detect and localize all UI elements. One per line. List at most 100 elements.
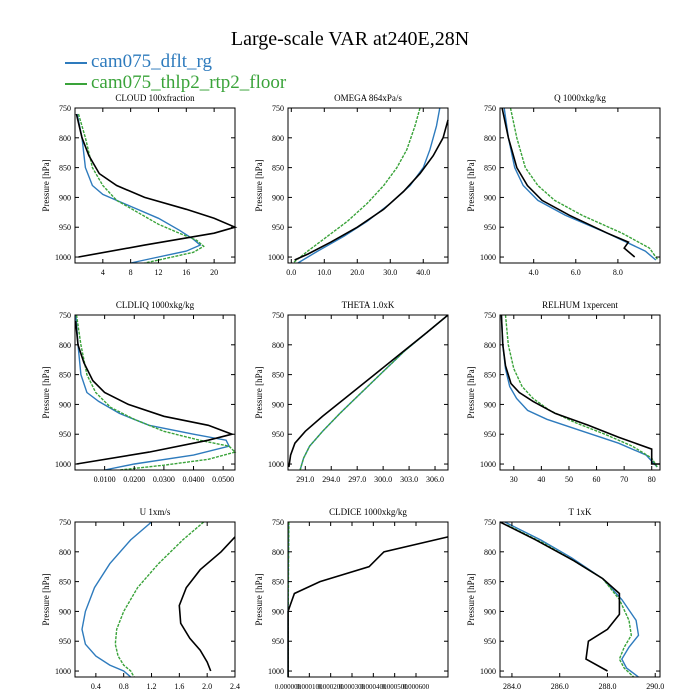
y-tick-label: 800 [484, 341, 496, 350]
legend-line-dflt [65, 61, 87, 64]
y-axis-label: Pressure [hPa] [41, 159, 51, 211]
series-line-3 [178, 536, 236, 672]
panel-title: U 1xm/s [140, 507, 171, 517]
plot-frame [287, 314, 449, 471]
legend-label-dflt: cam075_dflt_rg [91, 51, 213, 72]
y-tick-label: 850 [59, 578, 71, 587]
y-axis-label: Pressure [hPa] [254, 159, 264, 211]
x-tick-label: 0.000300 [339, 683, 366, 691]
y-tick-label: 800 [272, 548, 284, 557]
y-tick-label: 950 [272, 637, 284, 646]
x-tick-label: 16 [182, 268, 190, 277]
y-tick-label: 850 [484, 371, 496, 380]
y-tick-label: 850 [484, 578, 496, 587]
y-tick-label: 750 [59, 311, 71, 320]
y-tick-label: 1000 [480, 253, 496, 262]
x-tick-label: 288.0 [598, 682, 616, 691]
series-line-1 [81, 521, 152, 678]
x-tick-label: 0.0400 [183, 475, 205, 484]
y-tick-label: 850 [59, 164, 71, 173]
panel-title: CLOUD 100xfraction [115, 93, 195, 103]
x-tick-label: 0.0500 [212, 475, 234, 484]
legend-line-thlp2 [65, 82, 87, 85]
plot-frame [287, 107, 449, 264]
series-line-1 [297, 107, 441, 264]
y-tick-label: 900 [272, 607, 284, 616]
y-axis-label: Pressure [hPa] [41, 366, 51, 418]
series-line-3 [75, 113, 238, 258]
y-tick-label: 1000 [268, 253, 284, 262]
series-line-2 [77, 113, 205, 264]
y-tick-label: 800 [272, 341, 284, 350]
y-tick-label: 900 [484, 607, 496, 616]
x-tick-label: 2.4 [230, 682, 240, 691]
plot-frame [499, 521, 661, 678]
y-tick-label: 800 [59, 341, 71, 350]
series-line-3 [500, 314, 660, 465]
series-line-2 [75, 314, 237, 471]
x-tick-label: 284.0 [503, 682, 521, 691]
panel-7: U 1xm/s 750 800 850 900 950 1000 Pressure [hPa]… [41, 507, 240, 691]
panel-title: RELHUM 1xpercent [542, 300, 618, 310]
y-tick-label: 900 [59, 400, 71, 409]
panel-9: T 1xK 750 800 850 900 950 1000 Pressure [hPa] 28… [466, 507, 664, 691]
y-tick-label: 800 [59, 548, 71, 557]
panel-title: Q 1000xkg/kg [554, 93, 606, 103]
figure-title: Large-scale VAR at240E,28N [230, 28, 470, 50]
series-line-3 [499, 521, 621, 672]
x-tick-label: 50 [565, 475, 573, 484]
y-tick-label: 750 [484, 311, 496, 320]
x-tick-label: 70 [620, 475, 628, 484]
series-line-2 [509, 107, 659, 261]
x-tick-label: 80 [648, 475, 656, 484]
y-tick-label: 950 [59, 430, 71, 439]
y-tick-label: 850 [272, 371, 284, 380]
y-tick-label: 900 [484, 400, 496, 409]
y-tick-label: 800 [484, 548, 496, 557]
y-tick-label: 850 [272, 164, 284, 173]
x-tick-label: 0.0200 [123, 475, 145, 484]
x-tick-label: 30 [510, 475, 518, 484]
y-tick-label: 950 [484, 430, 496, 439]
y-tick-label: 950 [59, 637, 71, 646]
y-tick-label: 850 [59, 371, 71, 380]
x-tick-label: 10.0 [317, 268, 331, 277]
panel-title: CLDICE 1000xkg/kg [329, 507, 407, 517]
x-tick-label: 290.0 [646, 682, 664, 691]
x-tick-label: 0.0100 [94, 475, 116, 484]
y-tick-label: 950 [59, 223, 71, 232]
y-tick-label: 750 [272, 104, 284, 113]
x-tick-label: 4 [101, 268, 105, 277]
x-tick-label: 20.0 [350, 268, 364, 277]
x-tick-label: 30.0 [383, 268, 397, 277]
x-tick-label: 0.4 [91, 682, 101, 691]
y-axis-label: Pressure [hPa] [41, 573, 51, 625]
plot-frame [74, 107, 236, 264]
x-tick-label: 8 [129, 268, 133, 277]
y-tick-label: 900 [484, 193, 496, 202]
x-tick-label: 294.0 [322, 475, 340, 484]
x-tick-label: 291.0 [296, 475, 314, 484]
y-tick-label: 900 [272, 193, 284, 202]
series-line-2 [114, 521, 205, 678]
series-line-3 [287, 536, 449, 677]
y-tick-label: 900 [59, 607, 71, 616]
panel-8: CLDICE 1000xkg/kg 750 800 850 900 950 1000 Pres… [254, 507, 449, 691]
y-tick-label: 1000 [55, 253, 71, 262]
x-tick-label: 0.0 [286, 268, 296, 277]
plot-frame [499, 314, 661, 471]
series-line-1 [299, 314, 449, 471]
x-tick-label: 60 [593, 475, 601, 484]
y-tick-label: 750 [59, 518, 71, 527]
x-tick-label: 1.2 [147, 682, 157, 691]
y-tick-label: 950 [484, 637, 496, 646]
series-line-1 [76, 113, 202, 264]
plot-frame [499, 107, 661, 264]
legend-entry-dflt: cam075_dflt_rg [65, 52, 212, 72]
series-line-1 [75, 314, 231, 471]
x-tick-label: 0.0300 [153, 475, 175, 484]
legend-entry-thlp2: cam075_thlp2_rtp2_floor [65, 73, 286, 93]
panel-title: T 1xK [568, 507, 592, 517]
y-tick-label: 950 [272, 223, 284, 232]
